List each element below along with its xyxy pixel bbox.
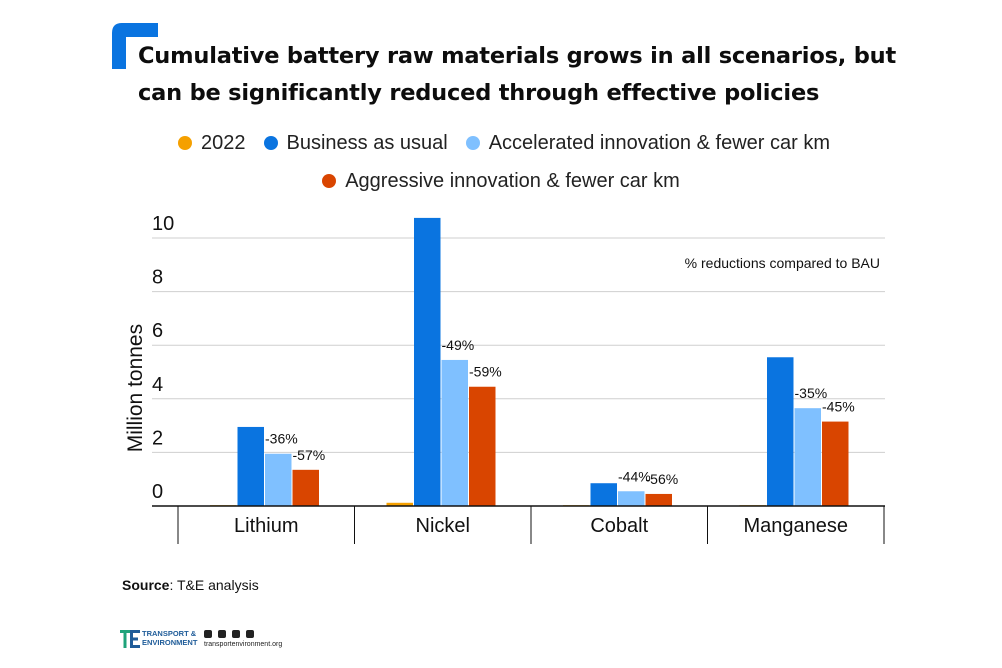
data-label-cobalt-series-3: -56%	[646, 471, 679, 487]
legend-label-aggressive: Aggressive innovation & fewer car km	[345, 169, 680, 192]
chart-title: Cumulative battery raw materials grows i…	[138, 43, 897, 106]
x-tick-label-cobalt: Cobalt	[590, 515, 648, 537]
facebook-icon[interactable]	[218, 630, 226, 638]
bar-nickel-series-2	[441, 359, 468, 506]
legend-label-2022: 2022	[201, 131, 246, 154]
y-tick-label-4: 4	[152, 374, 163, 396]
legend-swatch-accelerated	[465, 136, 480, 150]
bar-manganese-series-2	[794, 408, 821, 506]
y-tick-label-10: 10	[152, 213, 174, 235]
source-label: Source	[122, 577, 170, 593]
data-label-nickel-series-3: -59%	[469, 364, 502, 380]
legend-item-aggressive: Aggressive innovation & fewer car km	[322, 170, 680, 193]
bar-manganese-series-3	[822, 421, 849, 506]
bar-cobalt-series-2	[618, 491, 645, 506]
legend-row-2: Aggressive innovation & fewer car km	[0, 166, 1002, 196]
bar-nickel-series-1	[414, 217, 441, 506]
te-logo-icon	[120, 630, 140, 648]
data-label-nickel-series-2: -49%	[442, 337, 475, 353]
legend-swatch-aggressive	[322, 174, 337, 188]
y-tick-label-6: 6	[152, 320, 163, 342]
title-bracket-icon	[112, 23, 158, 69]
bar-lithium-series-3	[292, 469, 319, 506]
source-text: : T&E analysis	[169, 577, 259, 593]
legend-swatch-2022	[178, 136, 192, 150]
y-tick-label-0: 0	[152, 481, 163, 503]
data-label-cobalt-series-2: -44%	[618, 468, 651, 484]
data-label-manganese-series-2: -35%	[795, 385, 828, 401]
x-tick-label-nickel: Nickel	[416, 515, 470, 537]
legend-item-2022: 2022	[178, 132, 246, 155]
bar-manganese-series-1	[767, 357, 794, 506]
bar-nickel-series-0	[386, 502, 413, 506]
legend-label-bau: Business as usual	[286, 131, 448, 154]
bar-lithium-series-1	[237, 426, 264, 506]
legend-row-1: 2022 Business as usual Accelerated innov…	[6, 128, 1002, 158]
legend: 2022 Business as usual Accelerated innov…	[0, 128, 1002, 196]
footer: TRANSPORT & ENVIRONMENT transportenviron…	[120, 628, 360, 654]
legend-swatch-bau	[263, 136, 278, 150]
y-tick-label-8: 8	[152, 267, 163, 289]
data-label-manganese-series-3: -45%	[822, 399, 855, 415]
data-label-lithium-series-3: -57%	[293, 447, 326, 463]
legend-item-bau: Business as usual	[263, 131, 448, 155]
social-icons	[204, 630, 260, 638]
legend-label-accelerated: Accelerated innovation & fewer car km	[488, 131, 830, 154]
bar-cobalt-series-1	[590, 483, 617, 506]
website-link[interactable]: transportenvironment.org	[204, 641, 283, 648]
brand-name: TRANSPORT & ENVIRONMENT	[142, 629, 197, 647]
x-tick-label-lithium: Lithium	[234, 515, 298, 537]
bar-nickel-series-3	[469, 386, 496, 506]
twitter-icon[interactable]	[204, 630, 212, 638]
legend-item-accelerated: Accelerated innovation & fewer car km	[465, 131, 830, 155]
x-tick-label-manganese: Manganese	[743, 515, 848, 537]
brand-line-2: ENVIRONMENT	[142, 638, 198, 647]
linkedin-icon[interactable]	[246, 630, 254, 638]
y-axis-title: Million tonnes	[124, 324, 147, 452]
bar-cobalt-series-3	[645, 493, 672, 506]
bar-lithium-series-2	[265, 453, 292, 506]
source-note: Source: T&E analysis	[122, 577, 259, 593]
data-label-lithium-series-2: -36%	[265, 431, 298, 447]
bar-chart: 0 2 4 6 8 10 Million tonnes % reductions compar…	[124, 213, 885, 544]
instagram-icon[interactable]	[232, 630, 240, 638]
y-tick-label-2: 2	[152, 427, 163, 449]
reduction-note: % reductions compared to BAU	[685, 255, 880, 271]
brand-line-1: TRANSPORT &	[142, 629, 197, 638]
